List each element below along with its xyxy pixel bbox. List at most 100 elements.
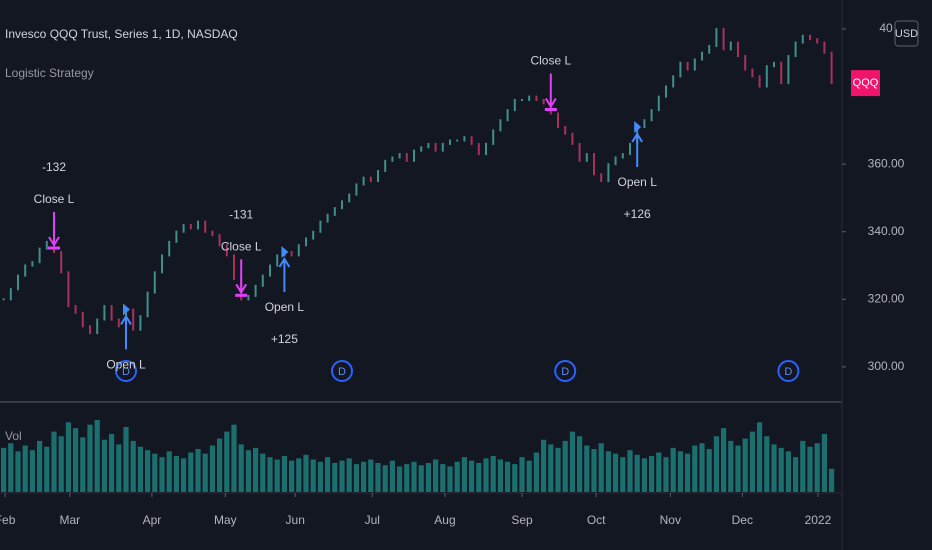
volume-bar	[649, 456, 655, 492]
x-tick-label: Oct	[587, 513, 606, 527]
price-bar	[369, 176, 372, 183]
strategy-name: Logistic Strategy	[5, 66, 94, 80]
x-tick-label: Nov	[660, 513, 681, 527]
volume-bar	[433, 459, 439, 492]
volume-bar	[713, 436, 719, 492]
volume-bar	[505, 461, 511, 492]
price-bar	[765, 65, 768, 88]
price-bar	[348, 193, 351, 203]
price-bar	[38, 247, 41, 264]
volume-bar	[325, 457, 331, 492]
currency-button[interactable]	[894, 20, 919, 47]
volume-bar	[685, 453, 691, 492]
price-bar	[139, 315, 142, 331]
price-bar	[686, 61, 689, 71]
volume-bar	[512, 464, 518, 492]
dividend-label: D	[338, 366, 346, 378]
x-tick-label: Mar	[60, 513, 81, 527]
volume-title: Vol	[5, 429, 22, 443]
price-bar	[333, 207, 336, 216]
price-bar	[362, 176, 365, 186]
price-bar	[665, 85, 667, 98]
volume-bar	[613, 453, 619, 492]
price-bar	[225, 244, 228, 257]
price-bar	[211, 230, 214, 237]
price-bar	[621, 153, 624, 159]
volume-bar	[245, 450, 251, 492]
trade-marker	[281, 246, 289, 259]
volume-bar	[699, 443, 705, 492]
price-bar	[722, 28, 725, 51]
y-tick-label: 40	[879, 21, 893, 35]
volume-bar	[591, 449, 597, 492]
volume-bar	[771, 444, 777, 492]
volume-bar	[425, 462, 431, 492]
volume-bar	[202, 453, 208, 492]
price-bar	[117, 318, 120, 328]
y-tick-label: 320.00	[868, 291, 905, 305]
volume-bar	[562, 440, 568, 492]
volume-bar	[677, 451, 683, 492]
price-bar	[729, 41, 732, 51]
price-bar	[355, 183, 358, 196]
volume-bar	[533, 452, 539, 492]
price-bar	[571, 132, 574, 145]
dividend-marker	[554, 360, 577, 382]
price-bar	[305, 237, 307, 247]
x-tick-label: May	[214, 513, 237, 527]
price-bar	[161, 254, 163, 274]
volume-bar	[260, 453, 266, 492]
volume-bar	[519, 457, 525, 492]
price-bar	[74, 305, 77, 314]
volume-bar	[289, 460, 295, 492]
trade-label: +126	[624, 207, 651, 221]
dividend-label: D	[122, 366, 130, 378]
y-tick-label: 340.00	[868, 224, 905, 238]
price-bar	[463, 136, 466, 142]
volume-bar	[721, 428, 727, 492]
volume-bar	[94, 420, 100, 492]
price-bar	[24, 264, 27, 277]
price-bar	[801, 34, 804, 44]
currency-label[interactable]: USD	[895, 28, 918, 40]
price-bar	[693, 58, 696, 71]
x-tick-label: Apr	[143, 513, 162, 527]
volume-bar	[159, 457, 165, 492]
price-bar	[607, 163, 610, 183]
price-bar	[578, 142, 581, 162]
price-bar	[384, 159, 387, 172]
volume-bar	[116, 444, 122, 492]
volume-bar	[490, 456, 496, 492]
volume-bar	[310, 459, 316, 492]
price-bar	[441, 142, 444, 152]
price-bar	[672, 75, 675, 88]
price-bar	[89, 325, 91, 335]
volume-bar	[145, 450, 151, 492]
symbol-label: QQQ	[853, 77, 879, 89]
volume-bar	[339, 460, 345, 492]
y-tick-label: 300.00	[868, 359, 905, 373]
price-bar	[564, 126, 567, 135]
volume-bar	[317, 461, 323, 492]
trade-arrowhead	[48, 236, 60, 247]
price-bar	[405, 153, 408, 162]
volume-bar	[296, 458, 302, 492]
price-bar	[614, 156, 617, 166]
volume-bar	[497, 459, 503, 492]
price-bar	[254, 284, 257, 297]
price-bar	[175, 230, 178, 243]
volume-bar	[793, 457, 799, 492]
volume-bar	[397, 466, 403, 492]
price-bar	[513, 99, 516, 112]
price-bar	[197, 220, 199, 230]
last-price-badge	[851, 70, 880, 97]
price-bar	[60, 251, 63, 274]
price-bar	[276, 254, 279, 267]
dividend-marker	[115, 360, 137, 382]
price-bar	[182, 224, 185, 233]
trade-label: Close L	[530, 54, 571, 68]
volume-bar	[8, 443, 14, 492]
volume-bar	[440, 464, 446, 492]
volume-bar	[368, 459, 374, 492]
volume-bar	[476, 462, 482, 492]
